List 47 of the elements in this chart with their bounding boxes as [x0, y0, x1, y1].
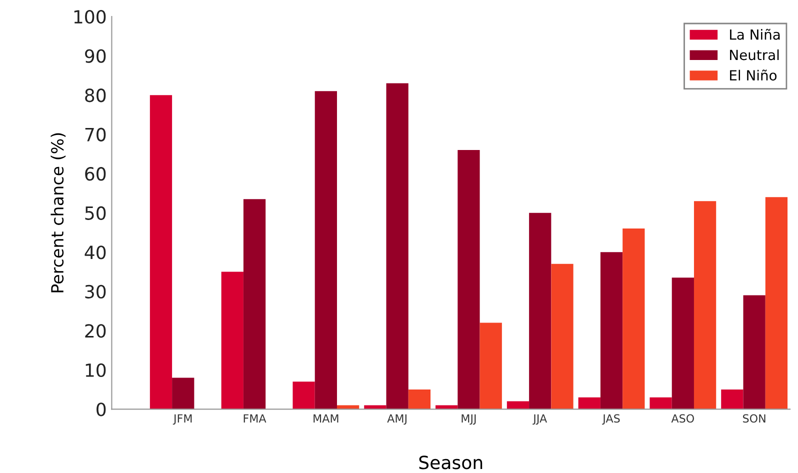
- bar: [672, 278, 694, 410]
- bar: [314, 91, 337, 410]
- x-tick-label: SON: [742, 414, 766, 423]
- bar: [480, 322, 502, 410]
- y-tick-label: 90: [85, 49, 106, 63]
- bar: [743, 295, 766, 410]
- y-tick-label: 40: [84, 246, 106, 260]
- y-tick-label: 50: [85, 206, 106, 220]
- bar: [172, 378, 194, 410]
- x-axis-title: Season: [419, 456, 482, 470]
- x-tick-label: ASO: [671, 414, 694, 423]
- legend-label: El Niño: [730, 70, 777, 81]
- x-tick-label: MJJ: [462, 414, 476, 425]
- bar: [694, 201, 716, 410]
- bar: [364, 405, 386, 410]
- bar: [529, 212, 552, 410]
- bar: [650, 397, 672, 410]
- bar: [721, 390, 744, 410]
- y-axis-title: Percent chance (%): [50, 133, 66, 292]
- x-tick-label: FMA: [244, 414, 266, 422]
- x-tick-label: JAS: [602, 414, 620, 425]
- bar: [622, 228, 645, 410]
- x-tick-label: AMJ: [387, 414, 406, 425]
- y-tick-label: 10: [86, 363, 106, 377]
- bar: [600, 252, 623, 410]
- bar: [765, 197, 788, 410]
- bar: [551, 264, 574, 410]
- legend-label: La Niña: [730, 28, 780, 40]
- bar: [386, 83, 408, 410]
- bar: [578, 397, 600, 410]
- y-tick-label: 30: [85, 284, 106, 298]
- y-tick-label: 70: [85, 128, 106, 142]
- y-tick-label: 100: [74, 10, 106, 24]
- legend-label: Neutral: [730, 49, 779, 60]
- x-tick-label: JFM: [172, 414, 192, 425]
- y-tick-label: 60: [85, 167, 106, 181]
- y-tick-label: 80: [85, 88, 106, 102]
- y-tick-label: 0: [96, 402, 106, 416]
- y-tick-label: 20: [85, 324, 106, 338]
- bar: [243, 199, 266, 410]
- bar: [150, 95, 172, 410]
- x-tick-label: JJA: [532, 414, 548, 425]
- bar: [458, 150, 480, 410]
- bar: [408, 390, 431, 410]
- bar: [292, 382, 315, 410]
- x-tick-label: MAM: [314, 414, 338, 422]
- bar: [221, 272, 244, 410]
